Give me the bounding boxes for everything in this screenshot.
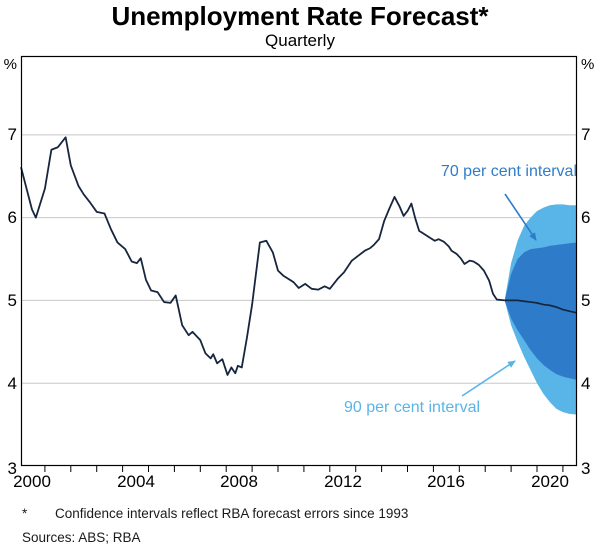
- y-axis-label-left-3: 3: [7, 459, 17, 478]
- chart-title: Unemployment Rate Forecast*: [111, 1, 489, 31]
- x-axis-label-2000: 2000: [13, 472, 51, 491]
- y-axis-label-right-4: 4: [581, 374, 591, 393]
- arrow-70-interval: [504, 193, 537, 241]
- confidence-band-70: [504, 242, 577, 380]
- y-axis-label-right-5: 5: [581, 291, 591, 310]
- y-axis-label-left-7: 7: [7, 125, 17, 144]
- y-axis-label-left-5: 5: [7, 291, 17, 310]
- x-axis-label-2012: 2012: [324, 472, 362, 491]
- y-axis-unit-right: %: [581, 56, 595, 73]
- x-axis-label-2004: 2004: [117, 472, 155, 491]
- x-axis-label-2020: 2020: [531, 472, 569, 491]
- unemployment-rate-line: [20, 136, 505, 376]
- forecast-median-line: [504, 299, 578, 314]
- y-axis-label-left-4: 4: [7, 374, 17, 393]
- annotation-70-interval: 70 per cent interval: [440, 163, 577, 180]
- arrow-90-interval: [461, 360, 516, 397]
- y-axis-label-right-7: 7: [581, 125, 591, 144]
- footnote-text: Confidence intervals reflect RBA forecas…: [55, 506, 409, 521]
- x-axis-label-2016: 2016: [427, 472, 465, 491]
- y-axis-label-right-3: 3: [581, 459, 591, 478]
- y-axis-label-right-6: 6: [581, 208, 591, 227]
- y-axis-label-left-6: 6: [7, 208, 17, 227]
- y-axis-unit-left: %: [3, 56, 17, 73]
- x-axis-label-2008: 2008: [220, 472, 258, 491]
- annotation-90-interval: 90 per cent interval: [344, 399, 481, 416]
- chart-subtitle: Quarterly: [265, 31, 335, 50]
- sources-text: Sources: ABS; RBA: [22, 530, 141, 545]
- plot-border: [20, 55, 578, 467]
- footnote-marker: *: [22, 506, 28, 521]
